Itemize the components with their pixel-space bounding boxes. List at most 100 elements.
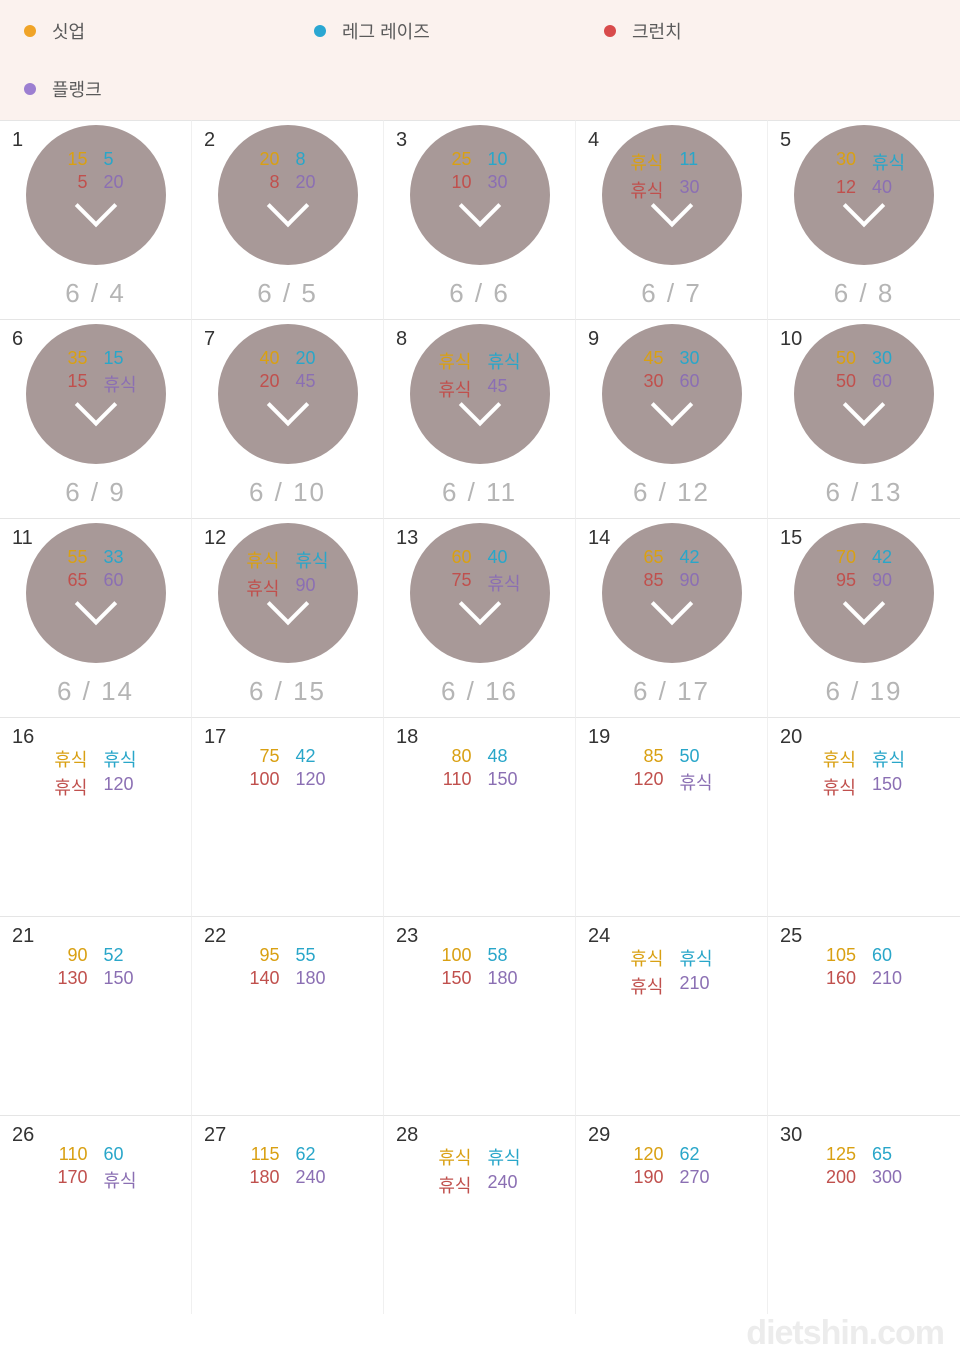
- day-cell[interactable]: 11553365606 / 14: [0, 518, 192, 717]
- workout-values: 11060170휴식: [36, 1144, 156, 1193]
- crunch-value: 85: [612, 570, 664, 591]
- crunch-value: 110: [420, 769, 472, 790]
- crunch-value: 5: [36, 172, 88, 193]
- day-cell[interactable]: 4휴식11휴식306 / 7: [576, 120, 768, 319]
- crunch-value: 100: [228, 769, 280, 790]
- plank-value: 90: [680, 570, 732, 591]
- leg-raise-value: 15: [104, 348, 156, 369]
- leg-raise-value: 휴식: [296, 547, 348, 573]
- day-cell[interactable]: 24휴식휴식휴식210: [576, 916, 768, 1115]
- day-cell[interactable]: 20휴식휴식휴식150: [768, 717, 960, 916]
- day-cell[interactable]: 12휴식휴식휴식906 / 15: [192, 518, 384, 717]
- day-number: 27: [204, 1124, 226, 1147]
- situp-value: 50: [804, 348, 856, 369]
- day-cell[interactable]: 2711562180240: [192, 1115, 384, 1314]
- day-cell[interactable]: 2310058150180: [384, 916, 576, 1115]
- workout-values: 9052130150: [36, 945, 156, 989]
- situp-value: 85: [612, 746, 664, 767]
- day-number: 1: [12, 129, 23, 152]
- day-cell[interactable]: 6351515휴식6 / 9: [0, 319, 192, 518]
- checkmark-icon: [76, 390, 116, 430]
- situp-value: 95: [228, 945, 280, 966]
- situp-value: 75: [228, 746, 280, 767]
- workout-values: 10560160210: [804, 945, 924, 989]
- plank-value: 60: [872, 371, 924, 392]
- plank-value: 180: [488, 968, 540, 989]
- day-cell[interactable]: 188048110150: [384, 717, 576, 916]
- situp-value: 90: [36, 945, 88, 966]
- situp-value: 휴식: [612, 149, 664, 175]
- leg-raise-value: 60: [104, 1144, 156, 1165]
- day-number: 9: [588, 328, 599, 351]
- crunch-value: 30: [612, 371, 664, 392]
- day-cell[interactable]: 3012565200300: [768, 1115, 960, 1314]
- day-number: 25: [780, 925, 802, 948]
- plank-value: 휴식: [104, 1167, 156, 1193]
- day-number: 17: [204, 726, 226, 749]
- checkmark-icon: [460, 390, 500, 430]
- day-cell[interactable]: 198550120휴식: [576, 717, 768, 916]
- checkmark-icon: [844, 390, 884, 430]
- day-cell[interactable]: 2912062190270: [576, 1115, 768, 1314]
- workout-values: 휴식휴식휴식120: [36, 746, 156, 800]
- situp-value: 45: [612, 348, 664, 369]
- plank-value: 60: [680, 371, 732, 392]
- day-cell[interactable]: 7402020456 / 10: [192, 319, 384, 518]
- day-number: 20: [780, 726, 802, 749]
- plank-value: 180: [296, 968, 348, 989]
- situp-value: 휴식: [420, 1144, 472, 1170]
- day-number: 11: [12, 527, 33, 550]
- situp-value: 60: [420, 547, 472, 568]
- crunch-value: 150: [420, 968, 472, 989]
- day-number: 26: [12, 1124, 34, 1147]
- day-cell[interactable]: 10503050606 / 13: [768, 319, 960, 518]
- crunch-value: 50: [804, 371, 856, 392]
- day-cell[interactable]: 15704295906 / 19: [768, 518, 960, 717]
- day-cell[interactable]: 219052130150: [0, 916, 192, 1115]
- crunch-value: 130: [36, 968, 88, 989]
- day-cell[interactable]: 11555206 / 4: [0, 120, 192, 319]
- day-number: 14: [588, 527, 610, 550]
- day-cell[interactable]: 3251010306 / 6: [384, 120, 576, 319]
- leg-raise-value: 58: [488, 945, 540, 966]
- date-label: 6 / 19: [768, 676, 960, 707]
- workout-values: 8550120휴식: [612, 746, 732, 795]
- date-label: 6 / 11: [384, 477, 575, 508]
- leg-raise-value: 55: [296, 945, 348, 966]
- day-number: 18: [396, 726, 418, 749]
- plank-value: 120: [104, 774, 156, 800]
- day-cell[interactable]: 177542100120: [192, 717, 384, 916]
- plank-value: 240: [296, 1167, 348, 1188]
- workout-values: 휴식휴식휴식210: [612, 945, 732, 999]
- leg-raise-value: 62: [296, 1144, 348, 1165]
- day-cell[interactable]: 13604075휴식6 / 16: [384, 518, 576, 717]
- day-number: 24: [588, 925, 610, 948]
- day-number: 5: [780, 129, 791, 152]
- day-cell[interactable]: 14654285906 / 17: [576, 518, 768, 717]
- leg-raise-value: 40: [488, 547, 540, 568]
- day-cell[interactable]: 16휴식휴식휴식120: [0, 717, 192, 916]
- situp-value: 100: [420, 945, 472, 966]
- workout-values: 휴식휴식휴식240: [420, 1144, 540, 1198]
- date-label: 6 / 17: [576, 676, 767, 707]
- day-cell[interactable]: 9453030606 / 12: [576, 319, 768, 518]
- day-cell[interactable]: 2611060170휴식: [0, 1115, 192, 1314]
- legend-item-leg: 레그 레이즈: [314, 18, 604, 44]
- workout-values: 11562180240: [228, 1144, 348, 1188]
- date-label: 6 / 10: [192, 477, 383, 508]
- day-cell[interactable]: 22088206 / 5: [192, 120, 384, 319]
- day-cell[interactable]: 2510560160210: [768, 916, 960, 1115]
- day-cell[interactable]: 530휴식12406 / 8: [768, 120, 960, 319]
- crunch-value: 휴식: [612, 973, 664, 999]
- crunch-value: 95: [804, 570, 856, 591]
- day-cell[interactable]: 28휴식휴식휴식240: [384, 1115, 576, 1314]
- checkmark-icon: [268, 390, 308, 430]
- day-cell[interactable]: 229555140180: [192, 916, 384, 1115]
- day-cell[interactable]: 8휴식휴식휴식456 / 11: [384, 319, 576, 518]
- leg-raise-value: 48: [488, 746, 540, 767]
- crunch-value: 65: [36, 570, 88, 591]
- day-number: 21: [12, 925, 34, 948]
- legend-item-crunch: 크런치: [604, 18, 894, 44]
- legend-item-situp: 싯업: [24, 18, 314, 44]
- plank-value: 300: [872, 1167, 924, 1188]
